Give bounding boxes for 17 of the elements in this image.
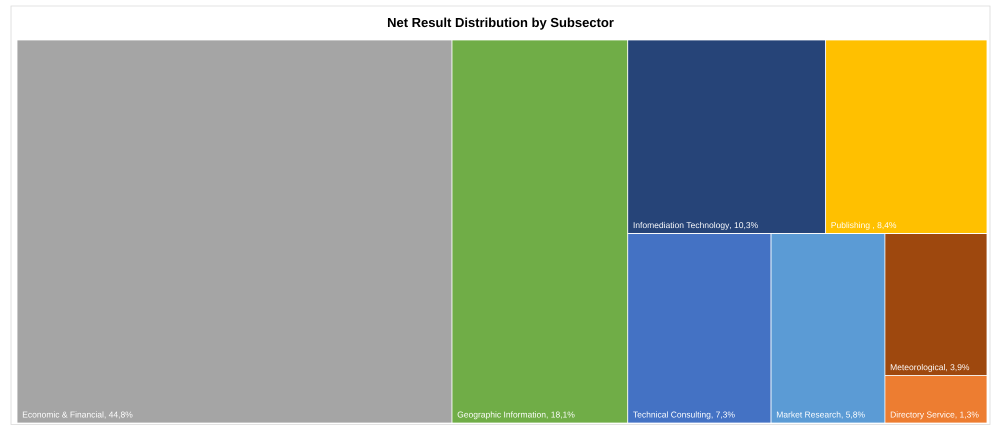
data-label: , 44,8%: [104, 412, 132, 419]
category-label: Economic & Financial: [22, 411, 104, 418]
data-label: , 3,9%: [946, 364, 970, 372]
category-label: Publishing: [832, 222, 870, 230]
data-label: , 18,1%: [546, 412, 575, 419]
data-label: , 7,3%: [712, 412, 735, 419]
category-label: Meteorological: [890, 364, 945, 372]
category-label: Infomediation Technology: [634, 222, 730, 230]
category-label: Market Research: [776, 411, 840, 418]
data-label: , 8,4%: [873, 222, 896, 230]
data-label: , 5,8%: [842, 412, 865, 419]
category-label: Directory Service: [890, 411, 954, 420]
text: Net Result Distribution by Subsector: [388, 18, 614, 30]
data-label: , 10,3%: [730, 222, 758, 230]
category-label: Geographic Information: [458, 411, 546, 420]
data-label: , 1,3%: [956, 412, 979, 419]
category-label: Technical Consulting: [633, 411, 710, 420]
